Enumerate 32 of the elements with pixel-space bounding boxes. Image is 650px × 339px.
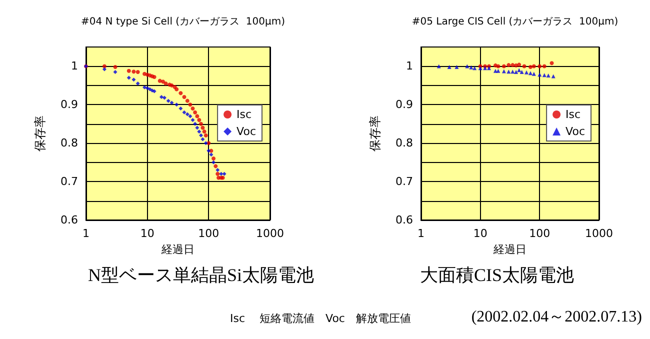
- x-tick-label: 1000: [256, 227, 284, 240]
- text: (2002.02.04～2002.07.13): [471, 308, 642, 326]
- chart-title: #05 Large CIS Cell (カバーガラス 100μm): [412, 16, 618, 28]
- y-axis-title: 保存率: [33, 116, 47, 152]
- chart-title: #04 N type Si Cell (カバーガラス 100μm): [81, 16, 286, 28]
- x-tick-label: 100: [529, 227, 550, 240]
- x-tick-label: 1000: [585, 227, 613, 240]
- text: Isc 短絡電流値 Voc 解放電圧値: [230, 312, 411, 325]
- legend-label: Isc: [236, 108, 252, 121]
- x-tick-label: 10: [140, 227, 154, 240]
- y-tick-label: 0.7: [60, 175, 78, 188]
- legend-label: Voc: [566, 125, 586, 138]
- text: N型ベース単結晶Si太陽電池: [88, 265, 314, 285]
- y-tick-label: 0.6: [396, 214, 413, 226]
- y-tick-label: 0.9: [60, 98, 78, 112]
- x-tick-label: 1: [82, 227, 90, 240]
- y-tick-label: 0.8: [60, 136, 78, 150]
- y-tick-label: 0.6: [60, 214, 78, 226]
- x-tick-label: 100: [198, 227, 220, 240]
- y-tick-label: 0.8: [396, 136, 413, 150]
- text: 大面積CIS太陽電池: [420, 265, 574, 285]
- x-axis-title: 経過日: [160, 243, 194, 256]
- x-tick-label: 1: [418, 227, 424, 240]
- y-axis-title: 保存率: [368, 116, 382, 152]
- y-tick-label: 1: [406, 60, 413, 73]
- y-tick-label: 0.9: [396, 98, 413, 112]
- legend-label: Isc: [566, 108, 581, 121]
- x-axis-title: 経過日: [492, 243, 526, 256]
- y-tick-label: 0.7: [396, 175, 413, 188]
- legend-label: Voc: [236, 125, 256, 138]
- x-tick-label: 10: [473, 227, 488, 240]
- y-tick-label: 1: [71, 60, 78, 73]
